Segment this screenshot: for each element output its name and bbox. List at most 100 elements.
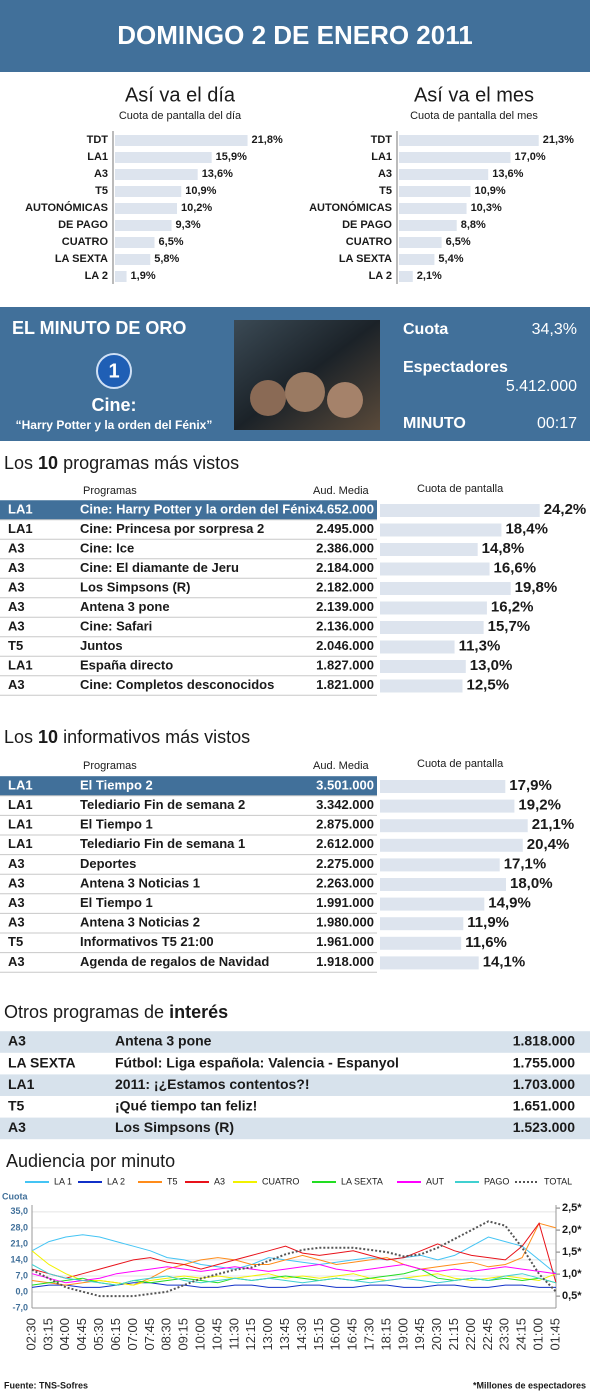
highlight-row	[0, 500, 377, 520]
program: Antena 3 pone	[80, 599, 170, 614]
program: Deportes	[80, 856, 136, 871]
section-title-part: programas más vistos	[58, 453, 239, 473]
category-label: T5	[95, 185, 108, 197]
channel: LA1	[8, 797, 33, 812]
audience: 2.139.000	[316, 599, 374, 614]
bar	[380, 838, 523, 852]
bar	[399, 220, 457, 231]
section-title-part: Los	[4, 727, 38, 747]
channel: T5	[8, 638, 23, 653]
channel: A3	[8, 560, 25, 575]
category-label: AUTONÓMICAS	[309, 201, 392, 214]
channel: LA1	[8, 777, 33, 792]
channel: A3	[8, 856, 25, 871]
channel-logo	[96, 353, 132, 389]
series-line	[31, 1220, 557, 1298]
chart-title: Así va el mes	[414, 84, 534, 106]
bar	[380, 858, 500, 872]
bar	[115, 254, 151, 265]
value-label: 17,0%	[515, 151, 546, 163]
bar	[380, 956, 479, 970]
bar	[115, 220, 172, 231]
value-label: 24,2%	[544, 501, 587, 518]
y-tick-label: 7,0	[15, 1270, 28, 1280]
category-label: DE PAGO	[58, 219, 108, 231]
category-label: DE PAGO	[342, 219, 392, 231]
value-label: 21,3%	[543, 134, 574, 146]
audience: 3.342.000	[316, 797, 374, 812]
y-tick-label: 28,0	[10, 1222, 28, 1232]
category-label: LA1	[87, 151, 108, 163]
audience: 4.652.000	[316, 501, 374, 516]
value-label: 11,6%	[465, 934, 507, 951]
header-band	[0, 0, 590, 72]
bar	[380, 601, 487, 615]
bar	[115, 237, 155, 248]
value-label: 19,8%	[515, 579, 558, 596]
x-tick-label: 19:00	[395, 1318, 410, 1351]
audience: 1.818.000	[513, 1033, 575, 1049]
x-tick-label: 14:30	[294, 1318, 309, 1351]
value-label: 17,1%	[504, 855, 547, 872]
x-tick-label: 08:30	[159, 1318, 174, 1351]
value-label: 10,9%	[185, 185, 216, 197]
program-title: “Harry Potter y la orden del Fénix”	[16, 418, 213, 432]
audience: 2.046.000	[316, 638, 374, 653]
audience: 2.386.000	[316, 540, 374, 555]
series-line	[31, 1234, 557, 1275]
y-tick-label: 21,0	[10, 1238, 28, 1248]
category-label: CUATRO	[346, 236, 393, 248]
value-label: 5,8%	[154, 253, 179, 265]
program: Cine: Completos desconocidos	[80, 677, 274, 692]
value-label: 8,8%	[461, 219, 486, 231]
bar	[380, 523, 502, 537]
x-tick-label: 22:00	[463, 1318, 478, 1351]
section-title-part: 10	[38, 453, 58, 473]
x-tick-label: 21:15	[446, 1318, 461, 1351]
bar	[380, 543, 478, 556]
program: Juntos	[80, 638, 123, 653]
bar	[380, 780, 506, 793]
value-label: 21,1%	[532, 816, 575, 833]
section-title: Los 10 informativos más vistos	[4, 727, 250, 747]
value-label: 14,9%	[488, 895, 531, 912]
channel: LA SEXTA	[8, 1054, 76, 1070]
bar	[399, 271, 413, 282]
footnote: *Millones de espectadores	[473, 1380, 586, 1390]
audience: 2.182.000	[316, 579, 374, 594]
value-label: 9,3%	[176, 219, 201, 231]
section-title-part: 10	[38, 727, 58, 747]
program: ¡Qué tiempo tan feliz!	[115, 1098, 257, 1114]
bar	[380, 660, 466, 673]
bar	[115, 271, 127, 282]
row-band	[0, 1074, 590, 1096]
x-tick-label: 16:45	[345, 1318, 360, 1351]
bar	[380, 799, 515, 813]
bar	[115, 152, 212, 163]
legend-label: A3	[214, 1176, 225, 1186]
value-label: 20,4%	[527, 836, 570, 853]
program: El Tiempo 2	[80, 777, 153, 792]
channel: A3	[8, 915, 25, 930]
x-tick-label: 18:15	[378, 1318, 393, 1351]
value-label: 5,4%	[438, 253, 463, 265]
value-label: 18,4%	[505, 520, 548, 537]
program: El Tiempo 1	[80, 817, 153, 832]
poster-face	[250, 380, 286, 416]
bar	[380, 582, 511, 595]
program: Los Simpsons (R)	[115, 1119, 234, 1135]
x-tick-label: 04:00	[57, 1318, 72, 1351]
audience: 1.703.000	[513, 1076, 575, 1092]
x-tick-label: 15:15	[311, 1318, 326, 1351]
category-label: T5	[379, 185, 392, 197]
bar	[399, 254, 435, 265]
x-tick-label: 06:15	[108, 1318, 123, 1351]
value-label: 16,6%	[494, 559, 537, 576]
legend-label: T5	[167, 1176, 178, 1186]
highlight-row	[0, 776, 377, 796]
column-header: Aud. Media	[313, 485, 370, 497]
value-label: 13,0%	[470, 657, 513, 674]
chart-title: Audiencia por minuto	[6, 1151, 175, 1171]
value-label: 16,2%	[491, 598, 534, 615]
